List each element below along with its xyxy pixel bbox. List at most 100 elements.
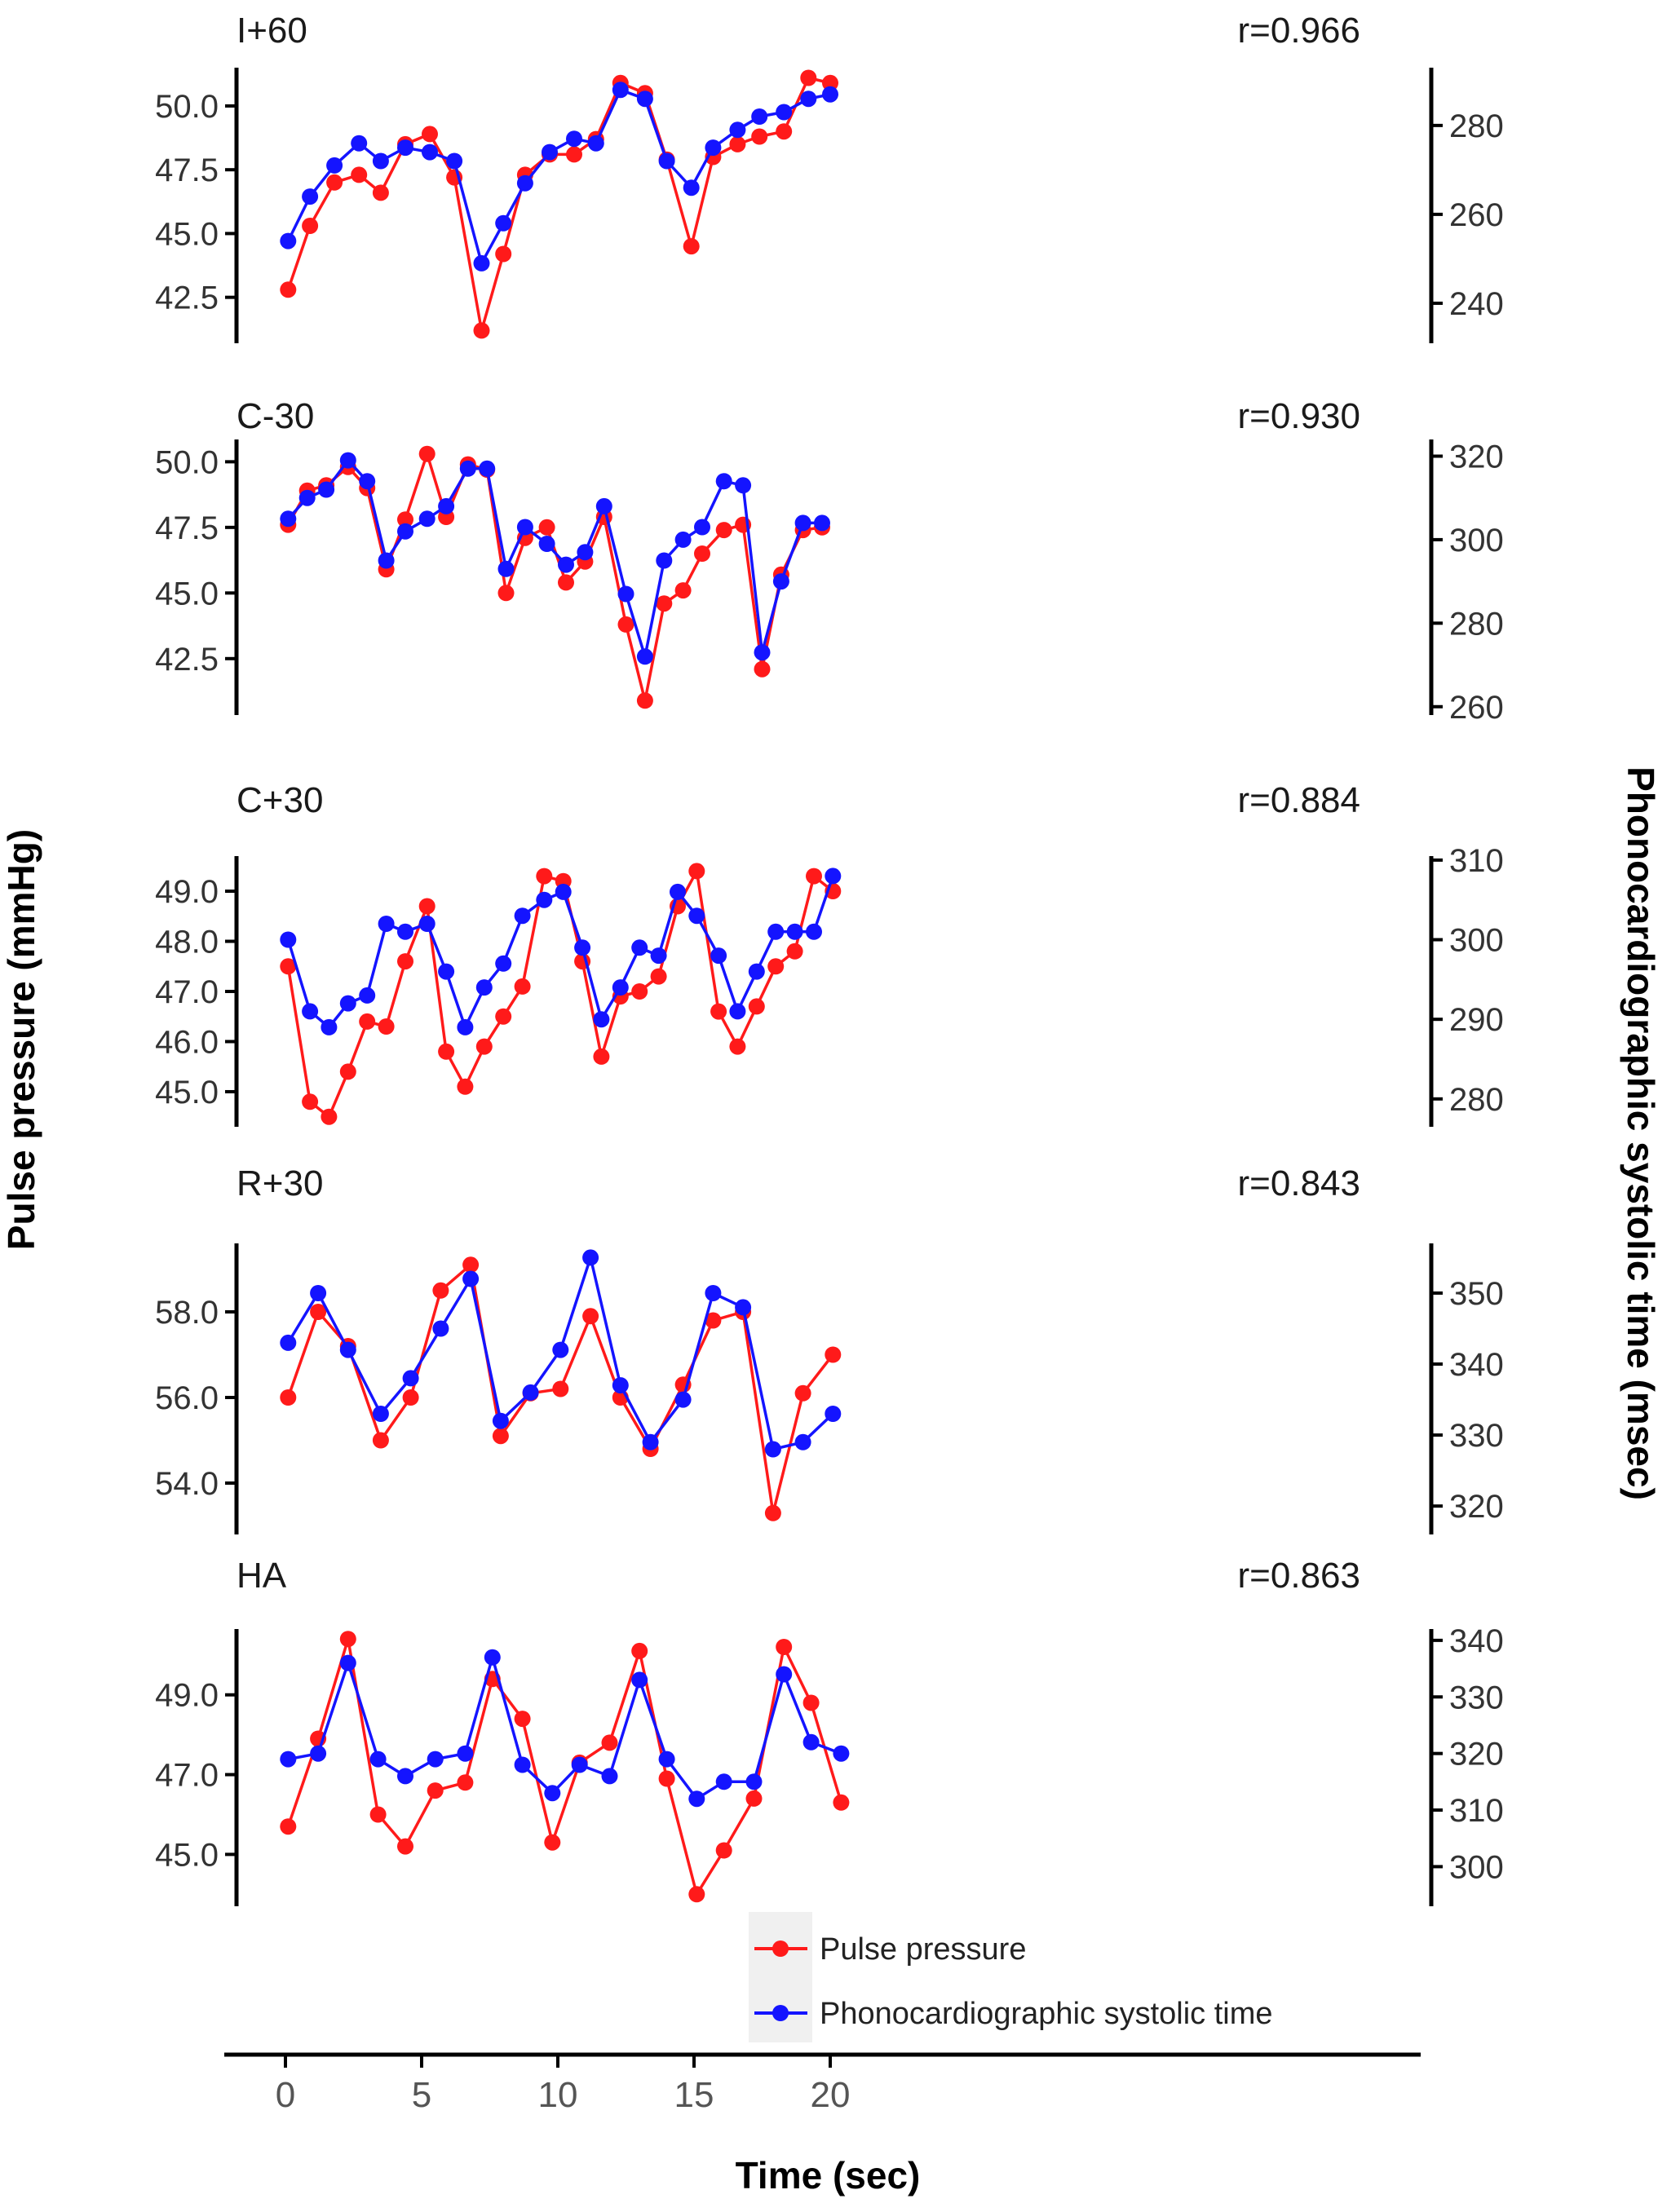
data-point — [794, 514, 811, 532]
data-point — [280, 510, 297, 528]
data-point — [339, 1341, 356, 1358]
y-right-tick-label: 320 — [1449, 439, 1504, 475]
y-right-tick-label: 300 — [1449, 1849, 1504, 1885]
data-point — [438, 963, 455, 980]
data-point — [776, 1639, 793, 1655]
data-point — [280, 1751, 297, 1768]
data-point — [806, 923, 822, 940]
data-point — [280, 958, 297, 975]
legend: Pulse pressure Phonocardiographic systol… — [749, 1912, 1273, 2042]
data-point — [794, 1433, 811, 1450]
data-point — [473, 322, 490, 339]
data-point — [715, 522, 732, 539]
y-axis-right-title: Phonocardiographic systolic time (msec) — [1620, 766, 1658, 1500]
data-point — [310, 1745, 327, 1762]
data-point — [617, 585, 634, 603]
x-tick-label: 20 — [811, 2075, 851, 2115]
data-point — [715, 473, 732, 490]
data-point — [514, 907, 531, 925]
y-right-tick-label: 350 — [1449, 1276, 1504, 1312]
panel-c-30: C+30 r=0.884 45.0 46.0 47.0 48.0 49.0 280 290 300… — [155, 780, 1504, 1127]
data-point — [776, 1666, 793, 1683]
data-point — [459, 460, 476, 477]
data-point — [751, 108, 768, 125]
data-point — [631, 983, 648, 1000]
y-left-tick-label: 48.0 — [155, 925, 219, 960]
data-point — [397, 523, 413, 540]
data-point — [786, 923, 803, 940]
data-point — [298, 489, 316, 506]
y-left-tick-label: 45.0 — [155, 216, 219, 252]
data-point — [302, 188, 319, 205]
data-point — [729, 1038, 746, 1055]
y-right-tick-label: 300 — [1449, 923, 1504, 959]
panel-ha: HA r=0.863 45.0 47.0 49.0 300 310 320 330 340 — [155, 1556, 1504, 1906]
data-point — [372, 152, 389, 170]
data-point — [418, 916, 436, 932]
data-point — [745, 1790, 763, 1807]
data-point — [715, 1773, 732, 1790]
data-point — [800, 91, 817, 108]
x-axis-title: Time (sec) — [736, 2154, 921, 2197]
data-point — [321, 1018, 338, 1035]
data-point — [326, 157, 343, 174]
data-point — [432, 1320, 449, 1337]
data-point — [302, 1003, 319, 1020]
data-point — [339, 1631, 356, 1648]
correlation-label: r=0.843 — [1238, 1163, 1360, 1203]
panel-title: R+30 — [237, 1163, 323, 1203]
data-point — [794, 1384, 811, 1402]
data-point — [310, 1304, 327, 1320]
data-point — [658, 152, 675, 170]
data-point — [577, 544, 594, 561]
data-point — [369, 1751, 387, 1768]
y-left-tick-label: 46.0 — [155, 1024, 219, 1060]
data-point — [544, 1785, 561, 1802]
data-point — [617, 616, 634, 633]
data-point — [674, 582, 692, 599]
data-point — [538, 536, 555, 552]
data-point — [772, 573, 789, 590]
y-left-tick-label: 45.0 — [155, 1837, 219, 1873]
data-point — [786, 943, 803, 960]
y-right-tick-label: 310 — [1449, 843, 1504, 879]
data-point — [593, 1048, 610, 1065]
data-point — [372, 1432, 389, 1449]
data-point — [636, 91, 653, 108]
legend-key-dot-systolic-time — [772, 2005, 789, 2021]
correlation-label: r=0.930 — [1238, 396, 1360, 436]
data-point — [674, 531, 692, 548]
data-point — [339, 452, 356, 469]
data-point — [710, 1003, 727, 1020]
data-point — [427, 1782, 444, 1799]
data-point — [593, 1011, 610, 1028]
panel-r-30: R+30 r=0.843 54.0 56.0 58.0 320 330 340 350 — [155, 1163, 1504, 1534]
data-point — [802, 1694, 820, 1711]
y-left-tick-label: 49.0 — [155, 874, 219, 910]
data-point — [631, 1671, 648, 1689]
data-point — [800, 69, 817, 86]
data-point — [372, 1406, 389, 1422]
data-point — [814, 514, 830, 532]
data-point — [729, 121, 746, 139]
data-point — [495, 214, 512, 232]
data-point — [522, 1384, 539, 1401]
data-point — [612, 1377, 629, 1394]
series-phonocardiographic-systolic-time — [280, 82, 838, 272]
data-point — [280, 232, 297, 249]
data-point — [438, 497, 455, 514]
x-tick-label: 15 — [674, 2075, 714, 2115]
panel-title: C-30 — [237, 396, 314, 436]
data-point — [612, 82, 629, 99]
data-point — [397, 1838, 413, 1855]
data-point — [538, 519, 555, 536]
data-point — [715, 1842, 732, 1859]
data-point — [321, 1108, 338, 1125]
data-point — [571, 1756, 588, 1773]
data-point — [418, 898, 436, 915]
data-point — [495, 955, 512, 972]
data-point — [825, 1406, 842, 1422]
data-point — [544, 1834, 561, 1851]
data-point — [582, 1308, 599, 1325]
